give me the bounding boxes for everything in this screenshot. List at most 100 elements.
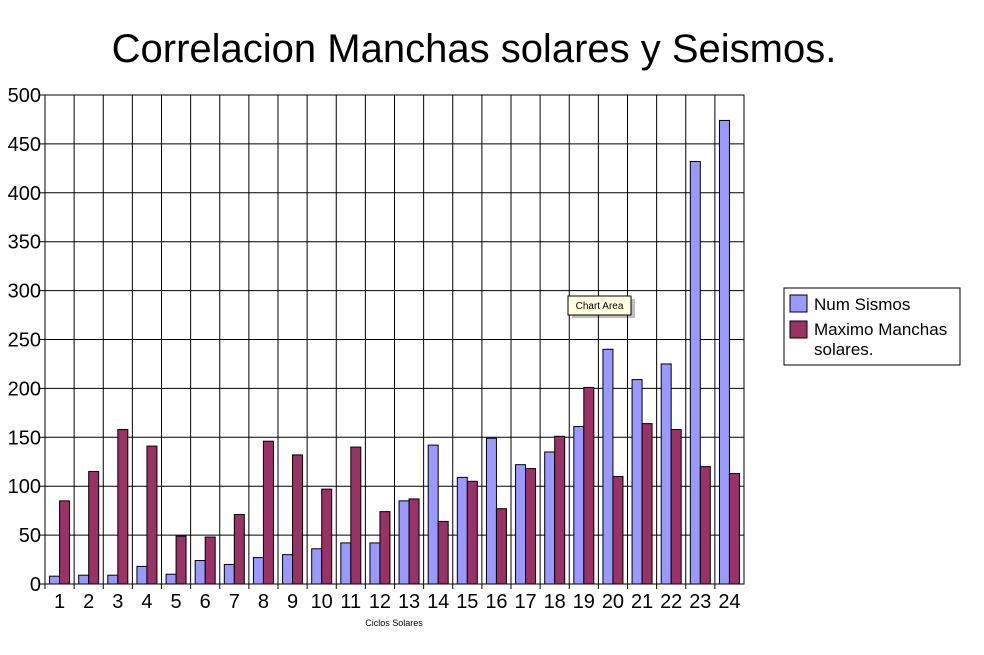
- y-tick-label: 400: [8, 183, 41, 205]
- x-tick-label: 19: [573, 591, 595, 613]
- x-tick-label: 21: [631, 591, 653, 613]
- x-tick-label: 22: [660, 591, 682, 613]
- bar-maximo-manchas: [262, 440, 274, 585]
- x-tick-label: 1: [54, 591, 65, 613]
- x-tick-label: 7: [229, 591, 240, 613]
- y-tick-label: 0: [30, 574, 41, 596]
- y-tick-label: 150: [8, 427, 41, 449]
- bar-num-sismos: [718, 119, 730, 585]
- bar-maximo-manchas: [146, 445, 158, 585]
- x-tick-label: 10: [311, 591, 333, 613]
- bar-maximo-manchas: [204, 536, 216, 585]
- y-tick-label: 500: [8, 85, 41, 107]
- bar-maximo-manchas: [699, 466, 711, 585]
- y-tick-label: 250: [8, 330, 41, 352]
- tooltip-text: Chart Area: [576, 301, 624, 312]
- bar-num-sismos: [107, 574, 119, 585]
- bars: [49, 119, 740, 585]
- bar-num-sismos: [602, 348, 614, 585]
- x-tick-label: 12: [369, 591, 391, 613]
- bar-maximo-manchas: [88, 471, 100, 585]
- x-tick-label: 11: [340, 591, 361, 613]
- bar-num-sismos: [136, 565, 148, 585]
- bar-num-sismos: [194, 560, 206, 585]
- legend-label-maximo-manchas-line1: Maximo Manchas: [814, 320, 947, 339]
- gridlines: [45, 95, 744, 584]
- bar-num-sismos: [49, 575, 61, 585]
- bar-num-sismos: [485, 437, 497, 585]
- x-tick-label: 3: [112, 591, 123, 613]
- bar-maximo-manchas: [437, 520, 449, 585]
- bar-num-sismos: [573, 426, 585, 585]
- y-tick-label: 100: [8, 476, 41, 498]
- bar-num-sismos: [340, 542, 352, 585]
- x-tick-label: 20: [602, 591, 624, 613]
- bar-num-sismos: [427, 444, 439, 585]
- bar-maximo-manchas: [292, 454, 304, 585]
- x-axis-ticks: 1 2 3 4 5 6 7 8 9 10 11 12 13 14 15 16 17 18 19 20 21 22 23 24: [44, 584, 741, 613]
- chart-area-tooltip: Chart Area: [567, 295, 635, 318]
- legend-swatch-num-sismos: [789, 294, 808, 313]
- bar-num-sismos: [689, 161, 701, 585]
- x-tick-label: 8: [258, 591, 269, 613]
- bar-num-sismos: [515, 464, 527, 585]
- bar-maximo-manchas: [408, 498, 420, 585]
- tooltip-box: [567, 295, 632, 316]
- bar-maximo-manchas: [670, 428, 682, 585]
- bar-maximo-manchas: [612, 475, 624, 585]
- x-tick-label: 5: [171, 591, 182, 613]
- bar-maximo-manchas: [583, 386, 595, 585]
- bar-maximo-manchas: [466, 480, 478, 585]
- bar-maximo-manchas: [495, 508, 507, 585]
- bar-maximo-manchas: [117, 428, 129, 585]
- bar-num-sismos: [631, 379, 643, 585]
- x-tick-label: 9: [287, 591, 298, 613]
- y-tick-label: 50: [19, 525, 41, 547]
- y-tick-label: 350: [8, 232, 41, 254]
- bar-num-sismos: [282, 554, 294, 585]
- x-tick-label: 6: [200, 591, 211, 613]
- bar-num-sismos: [78, 574, 90, 585]
- bar-maximo-manchas: [321, 488, 333, 585]
- bar-num-sismos: [456, 476, 468, 585]
- bar-maximo-manchas: [525, 468, 537, 585]
- y-axis-ticks: 0 50 100 150 200 250 300 350 400 450 500: [8, 85, 45, 596]
- bar-num-sismos: [311, 548, 323, 585]
- y-tick-label: 200: [8, 378, 41, 400]
- legend[interactable]: Num Sismos Maximo Manchas solares.: [783, 287, 961, 366]
- x-tick-label: 16: [485, 591, 507, 613]
- legend-box: [783, 287, 961, 366]
- chart-title: Correlacion Manchas solares y Seismos.: [112, 27, 837, 71]
- bar-num-sismos: [544, 451, 556, 585]
- y-tick-label: 450: [8, 134, 41, 156]
- legend-label-maximo-manchas-line2: solares.: [814, 340, 874, 359]
- bar-num-sismos: [223, 563, 235, 585]
- bar-num-sismos: [398, 500, 410, 585]
- legend-swatch-maximo-manchas: [789, 320, 808, 339]
- x-tick-label: 4: [141, 591, 152, 613]
- x-tick-label: 2: [83, 591, 94, 613]
- bar-maximo-manchas: [641, 423, 653, 585]
- bar-maximo-manchas: [554, 435, 566, 585]
- bar-num-sismos: [660, 363, 672, 585]
- x-tick-label: 18: [544, 591, 566, 613]
- x-tick-label: 24: [718, 591, 740, 613]
- bar-num-sismos: [165, 573, 177, 585]
- bar-maximo-manchas: [59, 500, 71, 585]
- bar-maximo-manchas: [233, 514, 245, 585]
- y-tick-label: 300: [8, 281, 41, 303]
- bar-num-sismos: [252, 557, 264, 585]
- bar-maximo-manchas: [175, 535, 187, 585]
- bar-maximo-manchas: [728, 472, 740, 585]
- bar-num-sismos: [369, 542, 381, 585]
- legend-label-num-sismos: Num Sismos: [814, 295, 910, 314]
- x-axis-label: Ciclos Solares: [365, 618, 423, 628]
- x-tick-label: 23: [689, 591, 711, 613]
- bar-maximo-manchas: [350, 446, 362, 585]
- x-tick-label: 13: [398, 591, 420, 613]
- x-tick-label: 17: [514, 591, 536, 613]
- x-tick-label: 14: [427, 591, 449, 613]
- x-tick-label: 15: [456, 591, 478, 613]
- bar-maximo-manchas: [379, 511, 391, 585]
